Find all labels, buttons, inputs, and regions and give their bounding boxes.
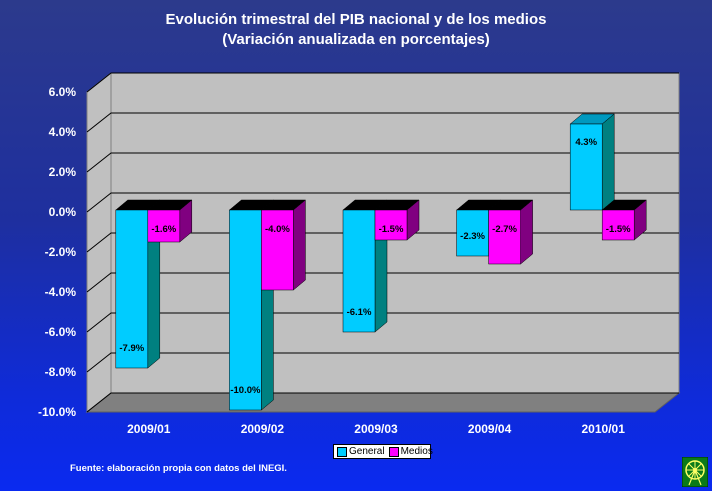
x-tick-label: 2010/01 <box>582 422 626 436</box>
bar-general <box>456 209 489 257</box>
plot-floor <box>85 392 681 413</box>
ferris-wheel-icon <box>682 457 708 487</box>
legend-label-medios: Medios <box>400 446 433 457</box>
y-tick-label: 0.0% <box>49 205 77 219</box>
legend-swatch-medios <box>388 446 399 457</box>
gridline <box>86 72 679 93</box>
chart-title: Evolución trimestral del PIB nacional y … <box>0 10 712 50</box>
bar-medios <box>374 209 408 241</box>
y-tick-label: 4.0% <box>49 125 77 139</box>
y-tick-label: -8.0% <box>45 365 77 379</box>
legend-label-general: General <box>349 446 385 457</box>
gridline <box>86 352 679 373</box>
data-label: -1.5% <box>379 224 404 235</box>
data-label: -1.6% <box>151 224 176 235</box>
bar-medios <box>261 209 294 291</box>
legend-swatch-general <box>337 446 347 457</box>
gridline <box>86 112 679 133</box>
x-tick-label: 2009/04 <box>468 422 512 436</box>
chart-title-line1: Evolución trimestral del PIB nacional y … <box>165 11 547 28</box>
legend-item-general: General <box>337 446 385 457</box>
bar-general <box>229 209 262 411</box>
y-tick-label: 6.0% <box>49 85 77 99</box>
data-label: -10.0% <box>230 385 261 396</box>
bar-medios <box>488 209 521 265</box>
bar-side-medios <box>520 199 533 265</box>
y-tick-label: -2.0% <box>45 245 77 259</box>
bar-medios <box>601 209 635 241</box>
bar-general <box>569 123 603 211</box>
data-label: -2.3% <box>460 231 485 242</box>
legend-item-medios: Medios <box>388 446 433 457</box>
y-tick-label: -10.0% <box>38 405 76 419</box>
y-tick-label: -6.0% <box>45 325 77 339</box>
x-tick-label: 2009/02 <box>241 422 285 436</box>
gridline <box>86 312 679 333</box>
data-label: -1.5% <box>606 224 631 235</box>
bar-medios <box>147 209 181 243</box>
source-note: Fuente: elaboración propia con datos del… <box>70 463 287 474</box>
data-label: 4.3% <box>575 137 597 148</box>
x-tick-label: 2009/03 <box>354 422 398 436</box>
data-label: -6.1% <box>347 307 372 318</box>
data-label: -7.9% <box>119 343 144 354</box>
bar-general <box>342 209 376 333</box>
bar-side-general <box>601 113 615 211</box>
gridline <box>86 272 679 293</box>
gridline <box>86 192 679 213</box>
gridline <box>86 392 679 413</box>
x-tick-label: 2009/01 <box>127 422 171 436</box>
gridline <box>86 152 679 173</box>
bar-general <box>115 209 149 369</box>
data-label: -4.0% <box>265 224 290 235</box>
data-label: -2.7% <box>492 224 517 235</box>
chart-legend: General Medios <box>333 444 433 459</box>
chart-title-line2: (Variación anualizada en porcentajes) <box>222 31 490 48</box>
bar-side-medios <box>293 199 306 291</box>
y-tick-label: 2.0% <box>49 165 77 179</box>
y-tick-label: -4.0% <box>45 285 77 299</box>
